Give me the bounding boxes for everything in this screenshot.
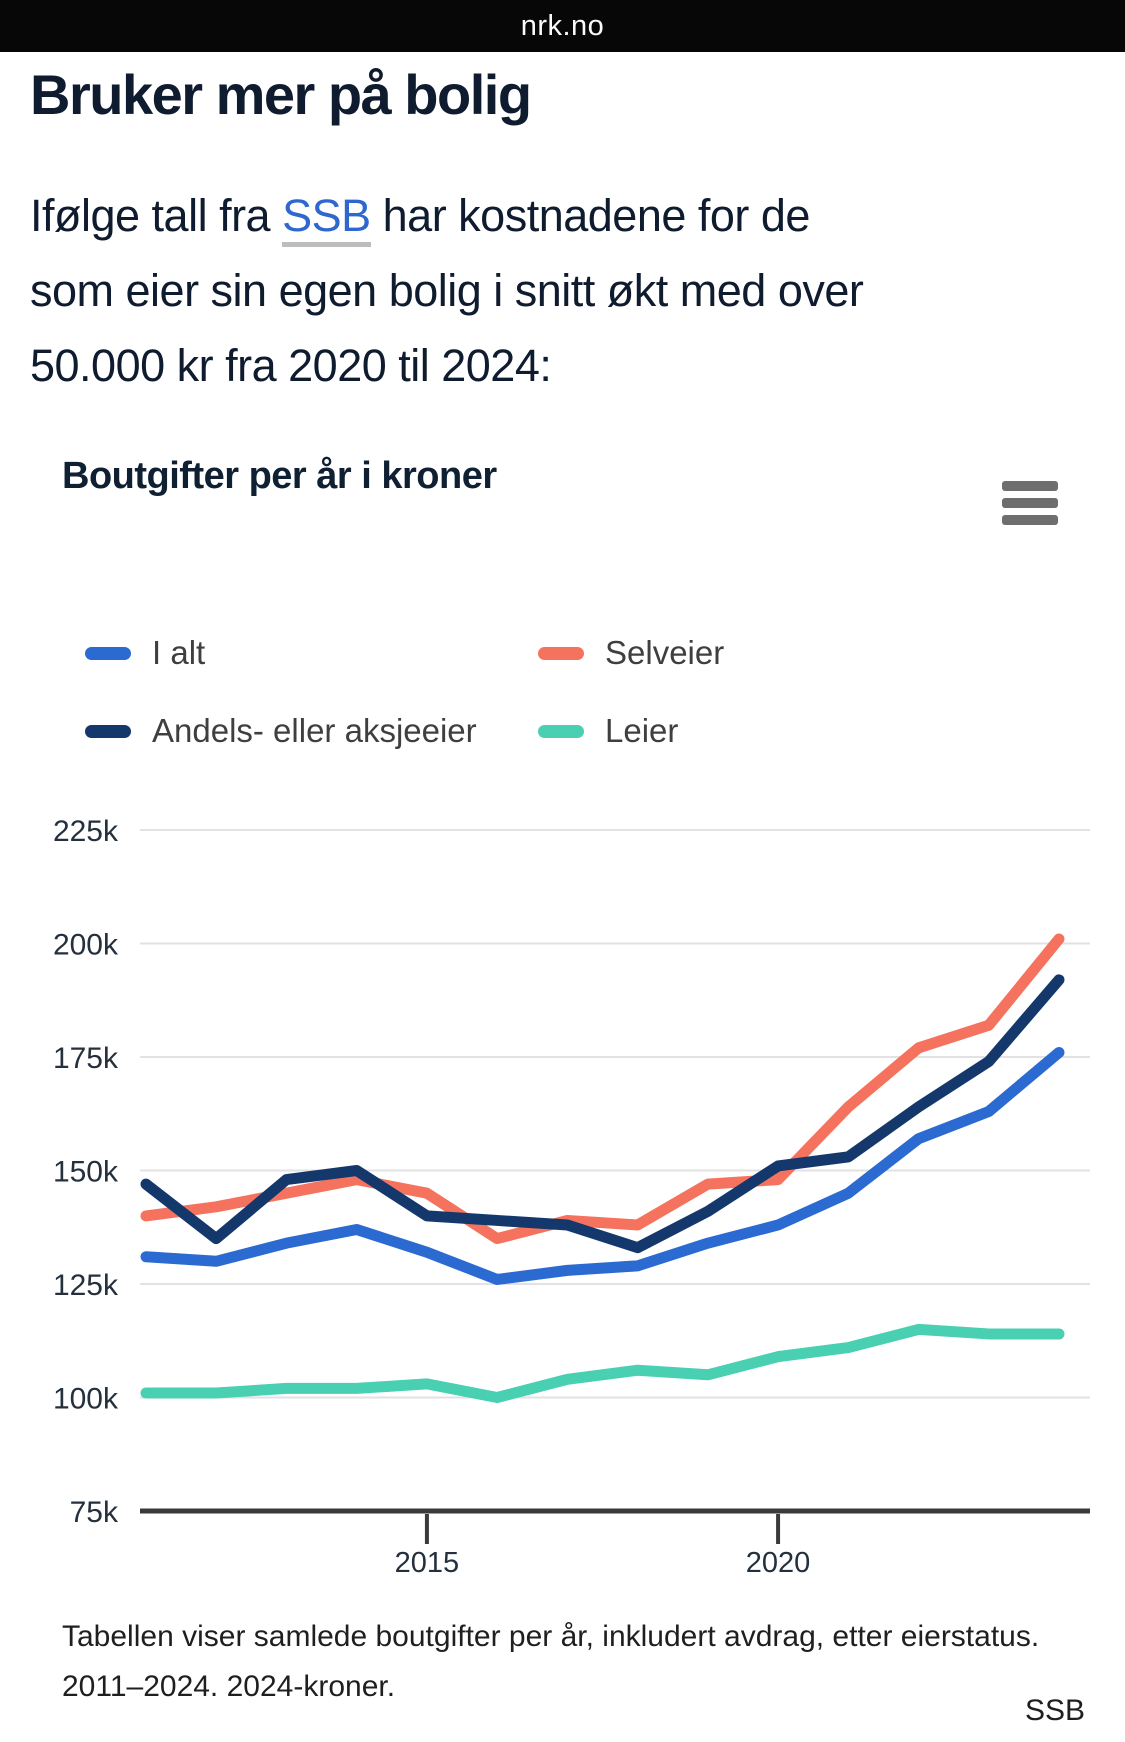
- hamburger-icon: [1002, 481, 1058, 491]
- legend-swatch-andels: [85, 724, 131, 738]
- legend-item-leier[interactable]: Leier: [538, 711, 678, 751]
- legend-item-i-alt[interactable]: I alt: [85, 633, 205, 673]
- hamburger-icon: [1002, 515, 1058, 525]
- y-axis-label: 150k: [53, 1156, 119, 1189]
- series-line-i-alt: [140, 1046, 1065, 1285]
- lead-paragraph: Ifølge tall fra SSB har kostnadene for d…: [30, 178, 1110, 403]
- legend-label: Selveier: [605, 634, 725, 671]
- legend-item-selveier[interactable]: Selveier: [538, 633, 724, 673]
- y-axis-label: 125k: [53, 1269, 119, 1302]
- legend-item-andels-eller-aksjeeier[interactable]: Andels- eller aksjeeier: [85, 711, 477, 751]
- lead-line: Ifølge tall fra SSB har kostnadene for d…: [30, 178, 1110, 253]
- chart-title: Boutgifter per år i kroner: [62, 455, 497, 497]
- caption-line: 2011–2024. 2024-kroner.: [62, 1670, 396, 1703]
- hamburger-icon: [1002, 498, 1058, 508]
- x-axis-label: 2020: [746, 1547, 811, 1579]
- legend-label: Leier: [605, 712, 679, 749]
- ssb-link[interactable]: SSB: [282, 190, 371, 247]
- legend-label: Andels- eller aksjeeier: [152, 712, 477, 749]
- source-label: SSB: [1024, 1694, 1085, 1727]
- site-title: nrk.no: [520, 9, 605, 42]
- lead-line: 50.000 kr fra 2020 til 2024:: [30, 340, 552, 391]
- chart-caption: Tabellen viser samlede boutgifter per år…: [62, 1612, 1039, 1712]
- lead-text: Ifølge tall fra: [30, 190, 283, 241]
- y-axis-label: 200k: [53, 929, 119, 962]
- legend-swatch-leier: [538, 724, 584, 738]
- y-axis-label: 225k: [53, 815, 119, 848]
- lead-text: har kostnadene for de: [370, 190, 811, 241]
- topbar: nrk.no: [0, 0, 1125, 52]
- x-axis-label: 2015: [395, 1547, 460, 1579]
- legend-label: I alt: [152, 634, 206, 671]
- legend-swatch-i-alt: [85, 646, 131, 660]
- series-line-andels-eller-aksjeeier: [140, 974, 1065, 1254]
- lead-line: som eier sin egen bolig i snitt økt med …: [30, 265, 864, 316]
- y-axis-label: 75k: [70, 1496, 119, 1529]
- caption-line: Tabellen viser samlede boutgifter per år…: [62, 1620, 1040, 1653]
- legend-swatch-selveier: [538, 646, 584, 660]
- y-axis-label: 175k: [53, 1042, 119, 1075]
- chart-menu-button[interactable]: [1002, 481, 1060, 525]
- article-title: Bruker mer på bolig: [30, 63, 532, 126]
- y-axis-label: 100k: [53, 1383, 119, 1416]
- series-line-leier: [140, 1323, 1065, 1403]
- series-line-selveier: [140, 933, 1065, 1245]
